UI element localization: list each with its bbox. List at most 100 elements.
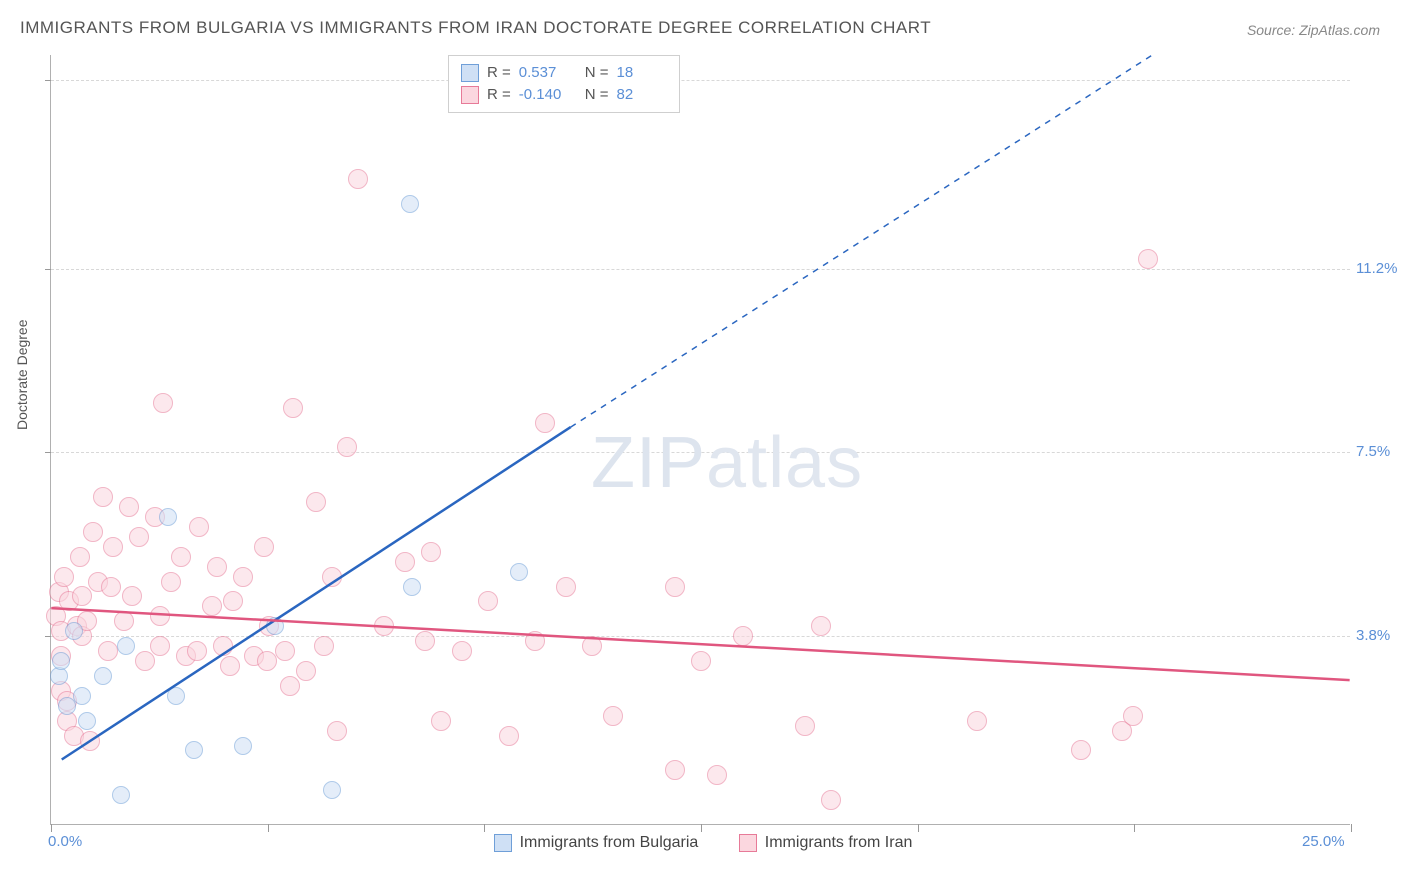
scatter-point-iran <box>1138 249 1158 269</box>
y-axis-label: Doctorate Degree <box>14 319 30 430</box>
scatter-point-iran <box>257 651 277 671</box>
scatter-point-iran <box>525 631 545 651</box>
scatter-point-bulgaria <box>403 578 421 596</box>
scatter-point-iran <box>691 651 711 671</box>
scatter-point-iran <box>280 676 300 696</box>
scatter-point-iran <box>665 577 685 597</box>
scatter-point-iran <box>306 492 326 512</box>
scatter-point-iran <box>733 626 753 646</box>
series-label-bulgaria: Immigrants from Bulgaria <box>520 834 699 852</box>
source-attribution: Source: ZipAtlas.com <box>1247 22 1380 38</box>
scatter-point-bulgaria <box>323 781 341 799</box>
scatter-point-iran <box>213 636 233 656</box>
scatter-point-bulgaria <box>58 697 76 715</box>
swatch-iran <box>461 86 479 104</box>
scatter-point-bulgaria <box>167 687 185 705</box>
scatter-point-iran <box>603 706 623 726</box>
scatter-point-bulgaria <box>401 195 419 213</box>
scatter-point-iran <box>374 616 394 636</box>
scatter-point-bulgaria <box>159 508 177 526</box>
scatter-point-bulgaria <box>78 712 96 730</box>
scatter-point-iran <box>161 572 181 592</box>
legend-item-iran: Immigrants from Iran <box>739 834 913 852</box>
scatter-point-iran <box>171 547 191 567</box>
x-tick-label: 0.0% <box>48 833 82 850</box>
scatter-point-iran <box>83 522 103 542</box>
scatter-point-iran <box>421 542 441 562</box>
scatter-point-bulgaria <box>234 737 252 755</box>
scatter-point-iran <box>207 557 227 577</box>
scatter-point-iran <box>189 517 209 537</box>
scatter-point-iran <box>795 716 815 736</box>
legend-row-iran: R = -0.140 N = 82 <box>461 84 667 106</box>
n-label: N = <box>585 84 609 106</box>
scatter-point-iran <box>1123 706 1143 726</box>
scatter-point-iran <box>283 398 303 418</box>
scatter-point-iran <box>114 611 134 631</box>
scatter-point-iran <box>967 711 987 731</box>
plot-area: ZIPatlas <box>50 55 1350 825</box>
scatter-point-bulgaria <box>52 652 70 670</box>
swatch-bulgaria <box>461 64 479 82</box>
scatter-point-bulgaria <box>73 687 91 705</box>
swatch-bulgaria <box>494 834 512 852</box>
trend-lines-layer <box>51 55 1350 824</box>
n-value-bulgaria: 18 <box>617 62 667 84</box>
scatter-point-iran <box>811 616 831 636</box>
scatter-point-iran <box>415 631 435 651</box>
scatter-point-iran <box>821 790 841 810</box>
scatter-point-iran <box>499 726 519 746</box>
scatter-point-iran <box>254 537 274 557</box>
series-legend: Immigrants from Bulgaria Immigrants from… <box>0 834 1406 857</box>
r-value-iran: -0.140 <box>519 84 577 106</box>
y-tick-label: 7.5% <box>1356 443 1390 460</box>
scatter-point-iran <box>665 760 685 780</box>
scatter-point-iran <box>322 567 342 587</box>
scatter-point-iran <box>187 641 207 661</box>
scatter-point-iran <box>220 656 240 676</box>
scatter-point-iran <box>582 636 602 656</box>
scatter-point-iran <box>98 641 118 661</box>
r-value-bulgaria: 0.537 <box>519 62 577 84</box>
scatter-point-iran <box>119 497 139 517</box>
scatter-point-iran <box>452 641 472 661</box>
scatter-point-bulgaria <box>266 617 284 635</box>
watermark: ZIPatlas <box>591 422 863 504</box>
scatter-point-bulgaria <box>65 622 83 640</box>
scatter-point-bulgaria <box>510 563 528 581</box>
scatter-point-iran <box>80 731 100 751</box>
legend-row-bulgaria: R = 0.537 N = 18 <box>461 62 667 84</box>
scatter-point-iran <box>202 596 222 616</box>
n-label: N = <box>585 62 609 84</box>
scatter-point-iran <box>135 651 155 671</box>
scatter-point-iran <box>478 591 498 611</box>
scatter-point-iran <box>101 577 121 597</box>
x-tick-label: 25.0% <box>1302 833 1345 850</box>
scatter-point-iran <box>233 567 253 587</box>
scatter-point-iran <box>327 721 347 741</box>
scatter-point-bulgaria <box>94 667 112 685</box>
scatter-point-iran <box>153 393 173 413</box>
scatter-point-iran <box>54 567 74 587</box>
scatter-point-iran <box>93 487 113 507</box>
scatter-point-iran <box>150 606 170 626</box>
n-value-iran: 82 <box>617 84 667 106</box>
scatter-point-iran <box>1071 740 1091 760</box>
series-label-iran: Immigrants from Iran <box>765 834 913 852</box>
scatter-point-iran <box>556 577 576 597</box>
scatter-point-bulgaria <box>112 786 130 804</box>
scatter-point-iran <box>122 586 142 606</box>
scatter-point-iran <box>70 547 90 567</box>
scatter-point-iran <box>72 586 92 606</box>
scatter-point-iran <box>223 591 243 611</box>
scatter-point-iran <box>431 711 451 731</box>
scatter-point-iran <box>707 765 727 785</box>
legend-item-bulgaria: Immigrants from Bulgaria <box>494 834 699 852</box>
correlation-legend: R = 0.537 N = 18 R = -0.140 N = 82 <box>448 55 680 113</box>
scatter-point-iran <box>535 413 555 433</box>
r-label: R = <box>487 62 511 84</box>
scatter-point-iran <box>296 661 316 681</box>
scatter-point-iran <box>337 437 357 457</box>
r-label: R = <box>487 84 511 106</box>
scatter-point-iran <box>395 552 415 572</box>
